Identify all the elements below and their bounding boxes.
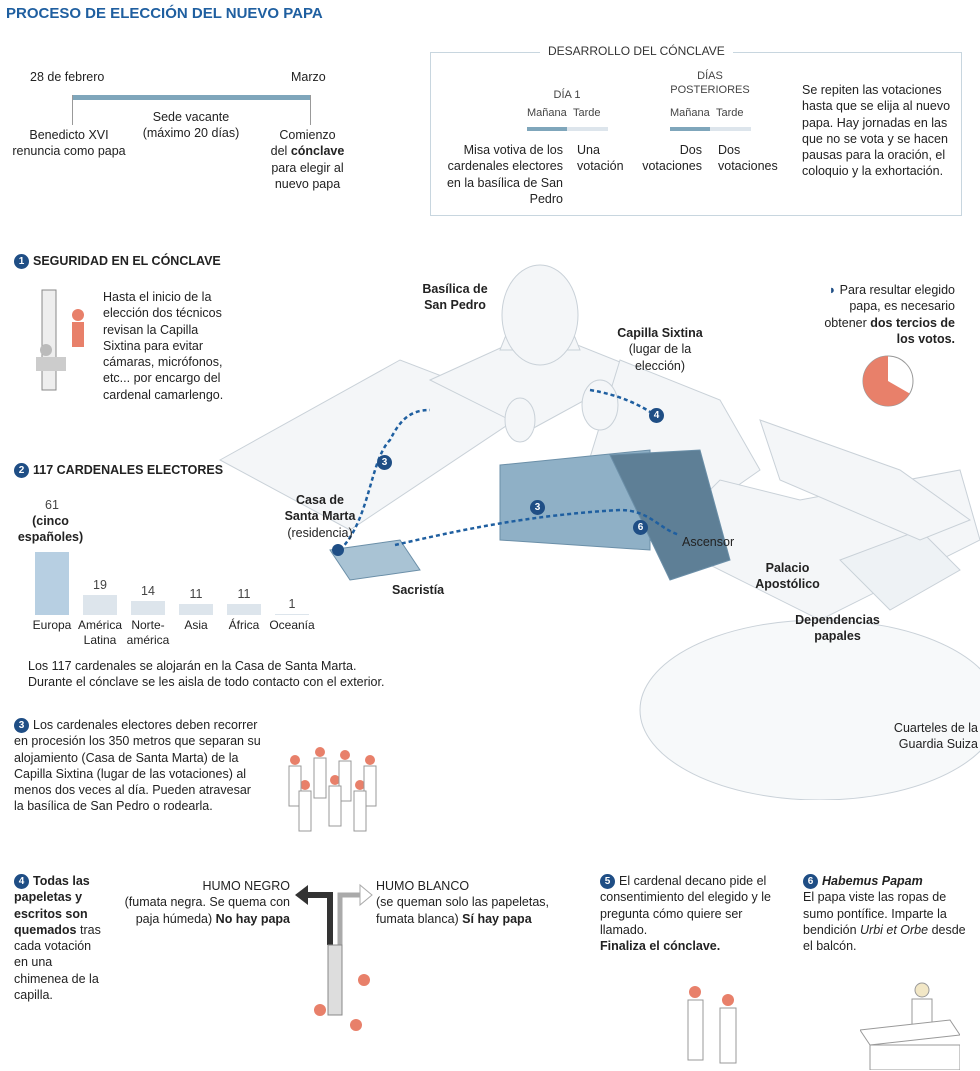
later-afternoon-text: Dos votaciones <box>718 143 778 174</box>
white-smoke-arrow <box>337 892 362 945</box>
black-smoke-text: HUMO NEGRO (fumata negra. Se quema con pa… <box>124 879 290 926</box>
bar-label: África <box>228 618 260 632</box>
bar-value: 11 <box>237 586 251 601</box>
afternoon-label: Tarde <box>573 107 601 119</box>
label-basilica: Basílica de San Pedro <box>422 282 488 313</box>
afternoon-bar <box>567 127 608 131</box>
bar-value: 14 <box>141 583 155 598</box>
timeline-start: 28 de febrero <box>30 70 105 84</box>
day1-morning-text: Misa votiva de los cardenales electores … <box>446 143 563 206</box>
label-palacio: Palacio Apostólico <box>755 561 820 592</box>
pie-caption: ◗ Para resultar elegido papa, es necesar… <box>824 283 955 346</box>
bar-value: 11 <box>189 586 203 601</box>
section-4-text: 4 Todas las papeletas y escritos son quem… <box>14 874 101 1002</box>
section-1-title: 1 SEGURIDAD EN EL CÓNCLAVE <box>14 253 221 269</box>
bar-label: Asia <box>184 618 208 632</box>
pie-chart <box>862 355 914 407</box>
label-dependencias: Dependencias papales <box>795 613 880 644</box>
timeline-bar <box>72 95 310 100</box>
bar-0 <box>35 552 69 615</box>
morning-label: Mañana <box>527 107 567 119</box>
map-marker-3: 3 <box>530 500 545 515</box>
timeline-middle: Sede vacante (máximo 20 días) <box>142 110 240 141</box>
label-cuarteles: Cuarteles de la Guardia Suiza <box>893 721 978 752</box>
basilica-nave <box>499 449 651 551</box>
map-marker-4: 4 <box>649 408 664 423</box>
morning-label: Mañana <box>670 107 710 119</box>
bar-label: América Latina <box>77 618 122 647</box>
pointer-icon: ◗ <box>828 283 837 297</box>
technicians-illustration <box>36 289 84 391</box>
conclave-note: Se repiten las votaciones hasta que se e… <box>802 83 951 179</box>
label-ascensor: Ascensor <box>682 535 735 549</box>
timeline-right: Comienzo del cónclave para elegir al nuevo… <box>270 128 345 191</box>
section-1-text: Hasta el inicio de la elección dos técni… <box>103 290 224 402</box>
map-marker-6: 6 <box>633 520 648 535</box>
route-path <box>339 408 431 551</box>
section-6-text: 6 Habemus Papam El papa viste las ropas de… <box>803 874 966 953</box>
procession-illustration <box>288 747 377 832</box>
bar-value: 61 <box>45 498 59 512</box>
day1-afternoon-text: Una votación <box>577 143 624 174</box>
day1-label: DÍA 1 <box>553 89 581 101</box>
bar-label: Oceanía <box>269 618 315 632</box>
afternoon-bar <box>710 127 751 131</box>
afternoon-label: Tarde <box>716 107 744 119</box>
pie-slice-two-thirds <box>863 356 910 406</box>
casa-marta-dot <box>332 544 344 556</box>
label-marta: Casa de Santa Marta (residencia) <box>284 493 356 540</box>
route-path <box>394 508 681 547</box>
bar-3 <box>179 603 213 615</box>
morning-bar <box>527 127 567 131</box>
timeline-tick <box>310 95 311 125</box>
pope-balcony-illustration <box>860 982 960 1070</box>
timeline-end: Marzo <box>291 70 326 84</box>
page-title: PROCESO DE ELECCIÓN DEL NUEVO PAPA <box>6 5 323 22</box>
section-2-title: 2 117 CARDENALES ELECTORES <box>14 462 223 478</box>
bar-4 <box>227 603 261 615</box>
vatican-map <box>218 264 980 800</box>
timeline-tick <box>72 95 73 125</box>
europa-note: (cinco españoles) <box>17 514 84 544</box>
bar-label: Norte-américa <box>126 618 170 647</box>
section-2-footer: Los 117 cardenales se alojarán en la Cas… <box>28 659 385 690</box>
timeline-left: Benedicto XVI renuncia como papa <box>12 128 126 159</box>
bar-2 <box>131 600 165 615</box>
label-sixtina: Capilla Sixtina (lugar de la elección) <box>617 326 703 373</box>
cardinals-illustration <box>687 986 737 1064</box>
conclave-title: DESARROLLO DEL CÓNCLAVE <box>540 44 733 60</box>
bar-5 <box>275 613 309 615</box>
bar-label: Europa <box>32 618 72 632</box>
section-3-text: 3 Los cardenales electores deben recorrer… <box>14 718 261 814</box>
white-smoke-text: HUMO BLANCO (se queman solo las papeletas… <box>376 879 550 926</box>
black-smoke-arrow <box>305 892 333 945</box>
bar-value: 1 <box>288 596 296 611</box>
bar-value: 19 <box>93 578 107 593</box>
chimney-illustration <box>295 883 373 1031</box>
bar-1 <box>83 595 117 615</box>
map-marker-3: 3 <box>377 455 392 470</box>
section-5-text: 5 El cardenal decano pide el consentimien… <box>600 874 771 953</box>
later-morning-text: Dos votaciones <box>642 143 702 174</box>
label-sacristia: Sacristía <box>392 583 445 597</box>
capilla-sixtina <box>609 449 731 581</box>
morning-bar <box>670 127 710 131</box>
later-label: DÍAS POSTERIORES <box>670 70 750 97</box>
